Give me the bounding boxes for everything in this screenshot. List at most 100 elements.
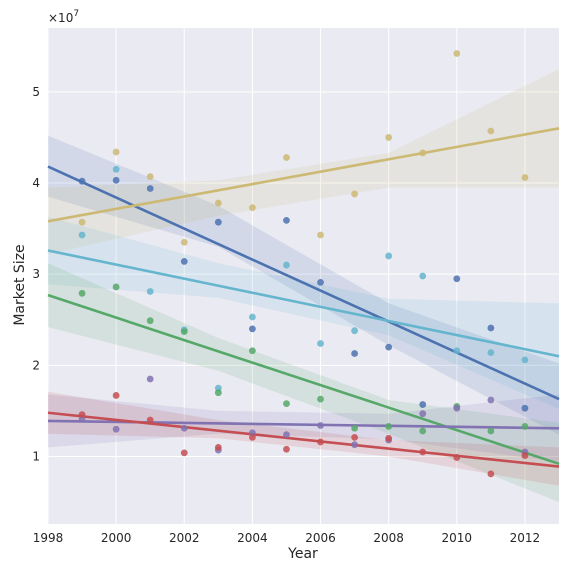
data-point-2-2004 [249,204,256,212]
data-point-2-2003 [214,199,222,207]
data-point-1-1999 [78,177,86,185]
data-point-3-2007 [351,327,358,335]
data-point-3-1999 [78,231,86,239]
data-point-2-2007 [351,190,358,198]
data-point-6-2004 [249,433,256,441]
data-point-2-2012 [521,174,529,181]
data-point-3-2005 [283,261,290,269]
confidence-band-5 [48,394,559,462]
x-tick-label-2006: 2006 [305,531,336,545]
x-tick-label-2012: 2012 [510,531,541,545]
data-point-4-2011 [487,427,495,435]
data-point-1-2003 [214,218,222,226]
data-point-6-2005 [283,445,290,453]
data-point-6-2007 [351,433,358,441]
data-point-6-2008 [385,434,393,442]
data-point-2-2009 [419,149,427,157]
y-offset-label: ×107 [48,9,79,25]
data-point-1-2002 [180,258,188,265]
data-point-1-2009 [419,401,427,408]
data-point-1-2011 [487,324,495,332]
data-point-3-2004 [249,313,256,321]
data-point-4-2000 [112,283,120,291]
data-point-2-2001 [146,173,154,181]
x-tick-label-2008: 2008 [373,531,404,545]
y-tick-label-5: 5 [32,85,40,99]
x-tick-label-2000: 2000 [101,531,132,545]
data-point-6-2010 [453,454,461,461]
data-point-5-2007 [351,441,358,449]
data-point-1-2008 [385,343,393,351]
data-point-1-2000 [112,176,120,184]
y-tick-label-2: 2 [32,358,40,372]
data-point-5-2000 [112,425,120,433]
regression-line-4 [47,293,560,466]
y-tick-label-3: 3 [32,267,40,281]
data-point-1-2005 [283,216,290,224]
data-point-6-2009 [419,448,427,456]
confidence-band-1 [48,135,559,435]
regression-line-3 [47,249,560,358]
data-point-4-2012 [521,423,529,430]
data-point-3-2011 [487,349,495,356]
x-tick-label-2004: 2004 [237,531,268,545]
data-point-4-2005 [283,400,290,408]
data-point-5-2011 [487,396,495,404]
confidence-band-4 [48,263,559,503]
data-point-1-2001 [146,185,154,192]
data-point-1-2004 [249,325,256,333]
data-point-1-2007 [351,350,358,357]
data-point-5-2006 [317,422,324,429]
data-point-1-2010 [453,275,461,283]
data-point-4-1999 [78,289,86,297]
data-point-4-2006 [317,395,324,403]
data-point-3-2001 [146,288,154,295]
y-tick-labels: 1 2 3 4 5 [32,85,40,464]
y-tick-label-1: 1 [32,450,40,464]
x-tick-label-2010: 2010 [442,531,473,545]
data-point-3-2012 [521,356,529,364]
data-point-2-2002 [180,238,188,246]
data-point-2-2005 [283,154,290,161]
data-point-4-2009 [419,427,427,435]
data-point-6-2011 [487,470,495,478]
data-point-2-1999 [78,218,86,226]
data-point-4-2002 [180,328,188,336]
data-point-5-2001 [146,375,154,383]
y-tick-label-4: 4 [32,176,40,190]
x-tick-label-1998: 1998 [33,531,64,545]
x-tick-labels: 1998 2000 2002 2004 2006 2008 2010 2012 [33,531,540,545]
data-point-5-2002 [180,424,188,432]
data-point-5-2010 [453,404,461,412]
regression-line-2 [47,127,560,223]
confidence-band-2 [48,69,559,255]
x-axis-label: Year [287,546,318,562]
y-offset-exponent: 7 [73,9,79,19]
data-point-3-2000 [112,165,120,173]
data-point-2-2008 [385,134,393,141]
data-point-6-2003 [214,444,222,451]
data-point-6-2006 [317,438,324,446]
data-point-4-2003 [214,389,222,397]
confidence-band-3 [48,216,559,410]
data-point-2-2000 [112,148,120,156]
data-point-6-2000 [112,392,120,399]
y-axis-label: Market Size [12,244,28,325]
data-point-4-2004 [249,347,256,355]
x-tick-label-2002: 2002 [169,531,200,545]
data-point-5-2009 [419,410,427,418]
data-point-2-2006 [317,231,324,239]
grid-lines [47,28,559,524]
data-point-4-2007 [351,424,358,432]
data-point-4-2008 [385,423,393,430]
data-point-6-1999 [78,411,86,418]
data-point-3-2008 [385,252,393,260]
data-point-2-2011 [487,127,495,135]
data-points [78,50,529,478]
regression-line-6 [47,411,560,468]
data-point-6-2002 [180,449,188,457]
data-point-5-2005 [283,431,290,439]
plot-background [48,28,559,524]
regression-lines [47,127,560,468]
